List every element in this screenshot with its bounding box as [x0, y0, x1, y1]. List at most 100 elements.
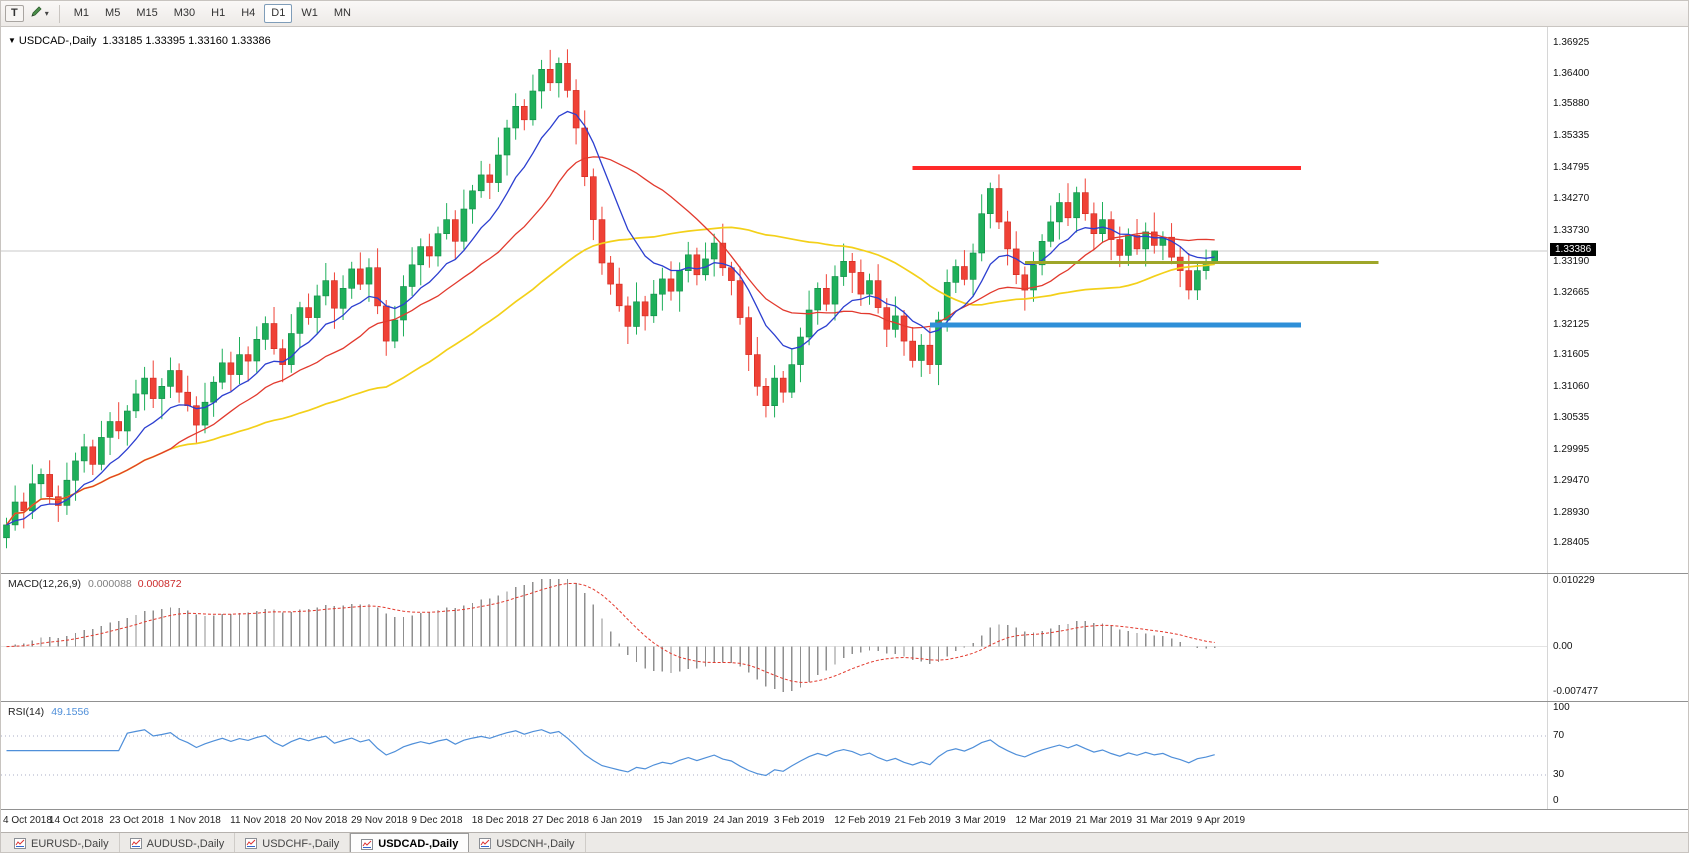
- date-label: 21 Feb 2019: [894, 815, 951, 826]
- price-axis-label: 1.32125: [1553, 318, 1590, 330]
- price-axis-label: 1.34795: [1553, 162, 1590, 174]
- price-axis-label: 1.33190: [1553, 256, 1590, 268]
- tab-label: EURUSD-,Daily: [31, 837, 109, 850]
- toolbar: T ▾ M1 M5 M15 M30 H1 H4 D1 W1 MN: [1, 1, 1688, 27]
- timeframe-m1[interactable]: M1: [67, 4, 96, 23]
- date-label: 31 Mar 2019: [1136, 815, 1193, 826]
- rsi-name: RSI(14): [8, 706, 45, 718]
- date-label: 6 Jan 2019: [592, 815, 643, 826]
- price-axis-label: 1.34270: [1553, 193, 1590, 205]
- price-axis-label: 1.36925: [1553, 37, 1590, 49]
- ma-slow-line: [5, 226, 1215, 526]
- date-label: 3 Mar 2019: [955, 815, 1006, 826]
- candles-layer: [3, 49, 1218, 549]
- chart-symbol-period: USDCAD-,Daily: [18, 35, 97, 47]
- rsi-line: [6, 729, 1215, 777]
- macd-axis[interactable]: 0.010229 0.00 -0.007477: [1547, 574, 1688, 701]
- current-price-tag: 1.33386: [1550, 242, 1597, 256]
- main-chart-panel: ▼ USDCAD-,Daily 1.33185 1.33395 1.33160 1.…: [1, 27, 1688, 573]
- macd-main-value: 0.000088: [87, 578, 132, 590]
- macd-plot[interactable]: [1, 574, 1547, 701]
- rsi-plot[interactable]: [1, 702, 1547, 809]
- text-tool-button[interactable]: T: [5, 5, 24, 22]
- date-label: 29 Nov 2018: [350, 815, 408, 826]
- timeframe-m5[interactable]: M5: [98, 4, 127, 23]
- rsi-axis[interactable]: 100 70 30 0: [1547, 702, 1688, 809]
- pencil-tool-icon: [29, 4, 44, 24]
- chart-ohlc-values: 1.33185 1.33395 1.33160 1.33386: [102, 35, 271, 47]
- macd-name: MACD(12,26,9): [8, 578, 81, 590]
- price-chart-plot[interactable]: [1, 27, 1547, 573]
- date-label: 12 Mar 2019: [1015, 815, 1072, 826]
- rsi-axis-label: 100: [1553, 702, 1570, 713]
- price-axis-label: 1.36400: [1553, 67, 1590, 79]
- timeframe-m15[interactable]: M15: [129, 4, 164, 23]
- price-axis-label: 1.30535: [1553, 412, 1590, 424]
- date-label: 15 Jan 2019: [653, 815, 709, 826]
- date-label: 18 Dec 2018: [471, 815, 529, 826]
- rsi-label: RSI(14) 49.1556: [8, 706, 89, 718]
- chart-icon: [361, 838, 374, 850]
- chart-icon: [245, 838, 258, 849]
- date-label: 27 Dec 2018: [532, 815, 589, 826]
- price-axis-label: 1.33730: [1553, 224, 1590, 236]
- draw-tool-button[interactable]: ▾: [26, 3, 52, 25]
- chart-title: ▼ USDCAD-,Daily 1.33185 1.33395 1.33160 1.…: [8, 35, 271, 47]
- collapse-marker-icon[interactable]: ▼: [8, 36, 16, 45]
- price-axis-label: 1.28930: [1553, 506, 1590, 518]
- price-axis-label: 1.28405: [1553, 537, 1590, 549]
- ma-fast-line: [6, 110, 1215, 526]
- macd-signal-value: 0.000872: [137, 578, 182, 590]
- timeframe-m30[interactable]: M30: [167, 4, 202, 23]
- date-label: 11 Nov 2018: [230, 815, 287, 826]
- date-label: 9 Dec 2018: [411, 815, 463, 826]
- price-axis-label: 1.35880: [1553, 98, 1590, 110]
- chart-icon: [479, 838, 492, 849]
- rsi-axis-label: 30: [1553, 768, 1565, 780]
- macd-axis-label: -0.007477: [1553, 686, 1599, 697]
- timeframe-w1[interactable]: W1: [294, 4, 325, 23]
- timeframe-mn[interactable]: MN: [327, 4, 358, 23]
- timeframe-h4[interactable]: H4: [234, 4, 262, 23]
- date-label: 21 Mar 2019: [1075, 815, 1133, 826]
- date-label: 3 Feb 2019: [773, 815, 825, 826]
- rsi-axis-label: 0: [1553, 795, 1559, 806]
- chart-icon: [14, 838, 26, 849]
- price-axis[interactable]: 1.33386 1.36925 1.36400 1.35880 1.35335 1.34…: [1547, 27, 1688, 573]
- tab-audusd[interactable]: AUDUSD-,Daily: [120, 833, 236, 852]
- tab-usdcnh[interactable]: USDCNH-,Daily: [469, 833, 586, 852]
- macd-panel: MACD(12,26,9) 0.000088 0.000872 0.010229 0.…: [1, 573, 1688, 701]
- timeframe-d1[interactable]: D1: [264, 4, 293, 23]
- price-axis-label: 1.32665: [1553, 287, 1590, 299]
- chart-icon: [129, 838, 142, 849]
- date-label: 12 Feb 2019: [834, 815, 891, 826]
- price-axis-label: 1.29995: [1553, 444, 1590, 455]
- tab-label: USDCAD-,Daily: [378, 838, 459, 850]
- macd-axis-label: 0.010229: [1553, 575, 1595, 586]
- macd-axis-label: 0.00: [1553, 640, 1573, 652]
- tab-usdcad[interactable]: USDCAD-,Daily: [350, 833, 470, 852]
- price-axis-label: 1.35335: [1553, 130, 1590, 142]
- date-label: 14 Oct 2018: [48, 815, 104, 826]
- rsi-axis-label: 70: [1553, 730, 1565, 742]
- date-label: 9 Apr 2019: [1196, 815, 1246, 826]
- tab-usdchf[interactable]: USDCHF-,Daily: [235, 833, 351, 852]
- dropdown-caret-icon: ▾: [44, 9, 49, 18]
- tab-eurusd[interactable]: EURUSD-,Daily: [4, 833, 120, 852]
- tab-label: USDCHF-,Daily: [262, 837, 340, 850]
- ma-medium-line: [5, 156, 1215, 526]
- date-label: 24 Jan 2019: [713, 815, 769, 826]
- rsi-panel: RSI(14) 49.1556 100 70 30 0: [1, 701, 1688, 809]
- date-label: 4 Oct 2018: [3, 815, 52, 826]
- timeframe-h1[interactable]: H1: [204, 4, 232, 23]
- price-axis-label: 1.29470: [1553, 474, 1590, 486]
- time-axis[interactable]: 4 Oct 2018 14 Oct 2018 23 Oct 2018 1 Nov 20…: [1, 809, 1688, 832]
- toolbar-separator: [58, 4, 60, 23]
- macd-label: MACD(12,26,9) 0.000088 0.000872: [8, 578, 182, 590]
- tab-label: USDCNH-,Daily: [496, 837, 575, 850]
- date-label: 20 Nov 2018: [290, 815, 348, 826]
- price-axis-label: 1.31605: [1553, 349, 1590, 361]
- chart-tabbar: EURUSD-,Daily AUDUSD-,Daily USDCHF-,Dail…: [1, 832, 1688, 852]
- rsi-value: 49.1556: [51, 706, 90, 718]
